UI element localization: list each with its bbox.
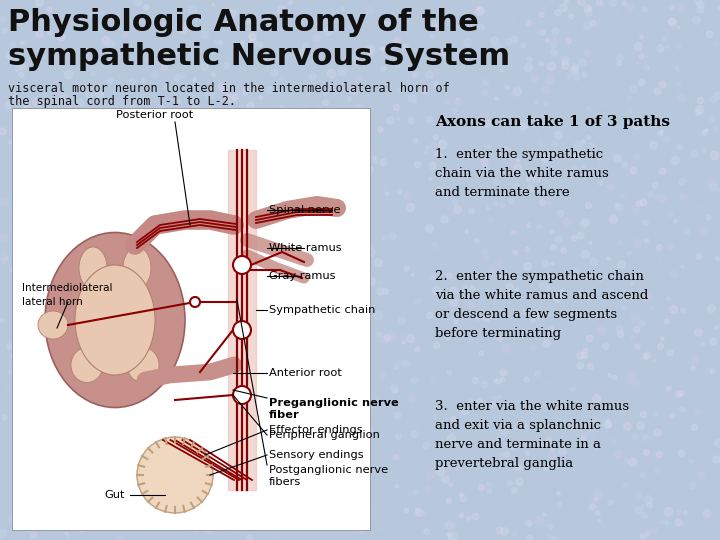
Bar bbox=[12, 108, 370, 530]
Text: Axons can take 1 of 3 paths: Axons can take 1 of 3 paths bbox=[435, 115, 670, 129]
Ellipse shape bbox=[79, 247, 107, 289]
Text: Anterior root: Anterior root bbox=[269, 368, 342, 378]
Text: White ramus: White ramus bbox=[269, 243, 341, 253]
Text: Postganglionic nerve
fibers: Postganglionic nerve fibers bbox=[269, 465, 388, 488]
Text: Sympathetic chain: Sympathetic chain bbox=[269, 305, 375, 315]
Circle shape bbox=[137, 437, 213, 513]
Circle shape bbox=[233, 321, 251, 339]
Text: Spinal nerve: Spinal nerve bbox=[269, 205, 341, 215]
Ellipse shape bbox=[75, 265, 155, 375]
Circle shape bbox=[233, 386, 251, 404]
Text: Effector endings: Effector endings bbox=[269, 425, 363, 435]
Text: visceral motor neuron located in the intermediolateral horn of: visceral motor neuron located in the int… bbox=[8, 82, 450, 95]
Circle shape bbox=[190, 297, 200, 307]
Text: the spinal cord from T-1 to L-2.: the spinal cord from T-1 to L-2. bbox=[8, 95, 236, 108]
Text: Physiologic Anatomy of the: Physiologic Anatomy of the bbox=[8, 8, 479, 37]
Text: Gray ramus: Gray ramus bbox=[269, 271, 336, 281]
Text: Gut: Gut bbox=[104, 490, 125, 500]
Ellipse shape bbox=[38, 311, 68, 339]
Text: Posterior root: Posterior root bbox=[117, 110, 194, 120]
Text: 2.  enter the sympathetic chain
via the white ramus and ascend
or descend a few : 2. enter the sympathetic chain via the w… bbox=[435, 270, 649, 340]
Ellipse shape bbox=[45, 233, 185, 408]
Text: Preganglionic nerve
fiber: Preganglionic nerve fiber bbox=[269, 398, 399, 421]
Text: Intermediolateral
lateral horn: Intermediolateral lateral horn bbox=[22, 284, 112, 307]
Text: Sensory endings: Sensory endings bbox=[269, 450, 364, 460]
Ellipse shape bbox=[123, 247, 151, 289]
Text: 1.  enter the sympathetic
chain via the white ramus
and terminate there: 1. enter the sympathetic chain via the w… bbox=[435, 148, 608, 199]
Ellipse shape bbox=[71, 348, 103, 382]
Circle shape bbox=[233, 256, 251, 274]
Text: Peripheral ganglion: Peripheral ganglion bbox=[269, 430, 380, 440]
Text: 3.  enter via the white ramus
and exit via a splanchnic
nerve and terminate in a: 3. enter via the white ramus and exit vi… bbox=[435, 400, 629, 470]
Text: sympathetic Nervous System: sympathetic Nervous System bbox=[8, 42, 510, 71]
Ellipse shape bbox=[127, 348, 159, 382]
